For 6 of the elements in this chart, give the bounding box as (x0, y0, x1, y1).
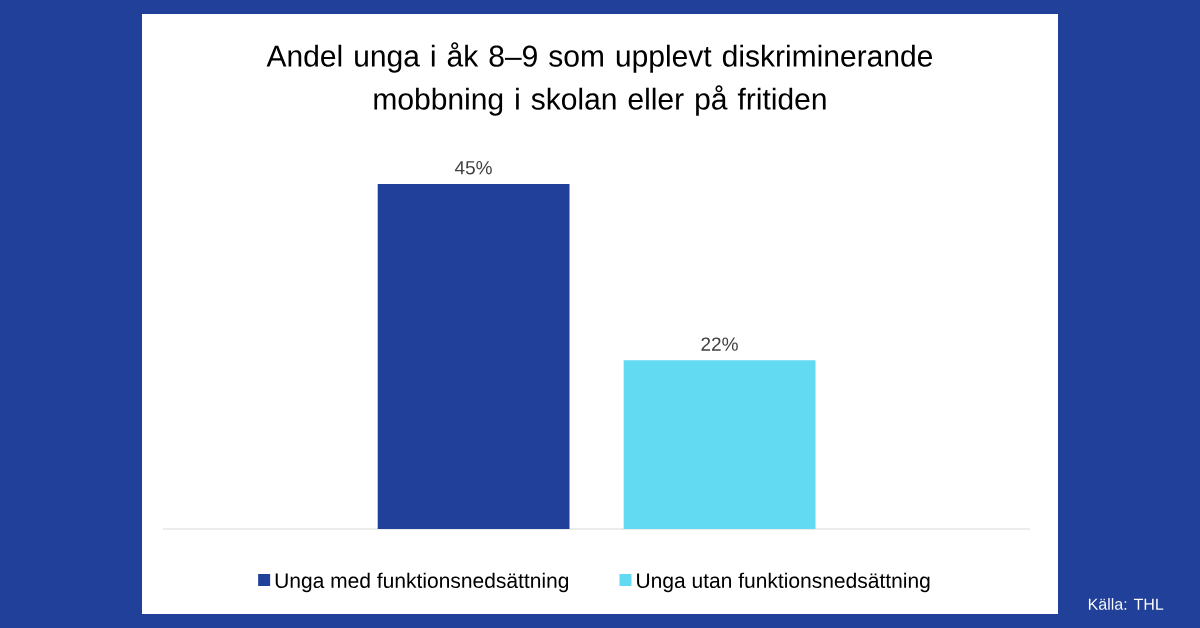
legend-label: Unga utan funktionsnedsättning (637, 572, 930, 593)
chart-title: Andel unga i åk 8–9 som upplevt diskriminerande mobbning i skolan eller på fritiden (266, 42, 933, 116)
data-label: 45% (454, 161, 492, 175)
text: Källa: THL (1088, 598, 1164, 610)
legend-label: Unga med funktionsnedsättning (275, 572, 569, 593)
data-label: 22% (701, 337, 738, 351)
